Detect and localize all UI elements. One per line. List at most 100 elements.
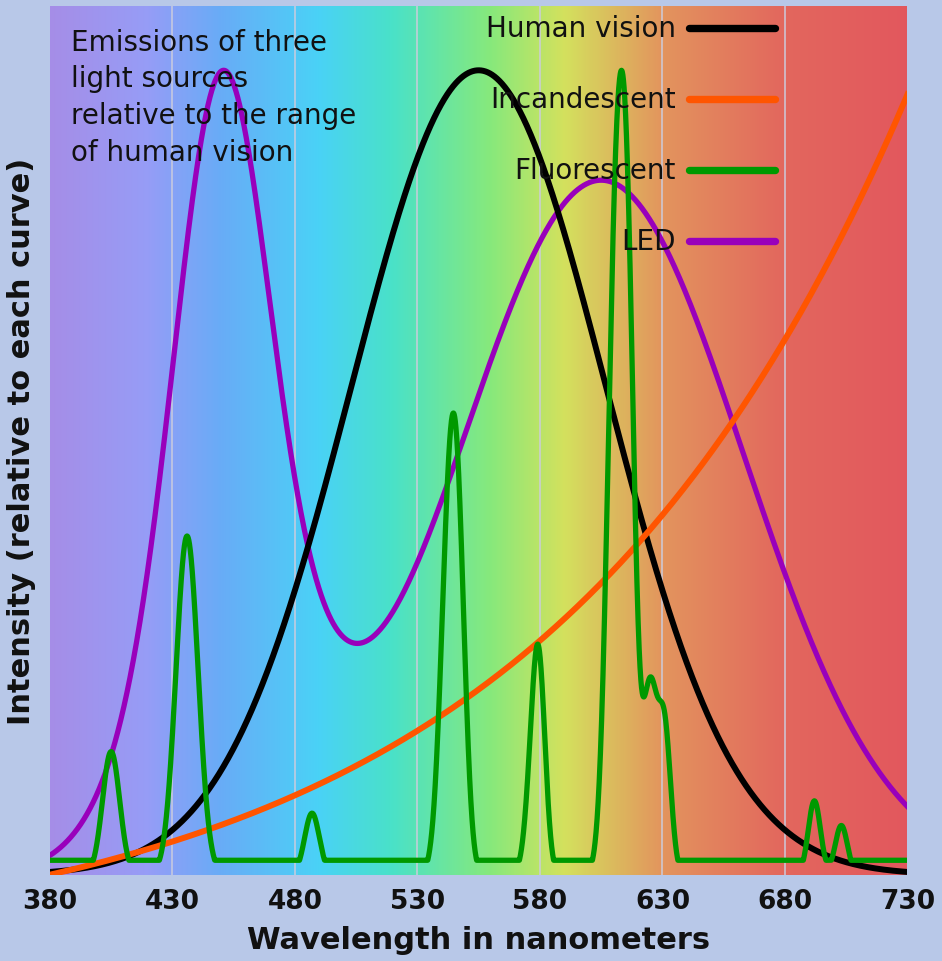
Bar <box>168 7 169 875</box>
Bar <box>687 7 689 875</box>
Bar <box>51 7 53 875</box>
Bar <box>399 7 400 875</box>
Bar <box>454 7 455 875</box>
Bar <box>494 7 495 875</box>
Bar <box>436 7 437 875</box>
Bar <box>736 7 738 875</box>
Bar <box>579 7 580 875</box>
Bar <box>166 7 168 875</box>
Bar <box>469 7 470 875</box>
Bar <box>409 7 410 875</box>
Bar <box>209 7 210 875</box>
Bar <box>752 7 753 875</box>
Bar <box>54 7 55 875</box>
Bar <box>376 7 377 875</box>
Bar <box>839 7 840 875</box>
Bar <box>412 7 413 875</box>
Bar <box>902 7 903 875</box>
Bar <box>793 7 795 875</box>
Bar <box>233 7 234 875</box>
Bar <box>625 7 627 875</box>
Bar <box>809 7 811 875</box>
Bar <box>189 7 190 875</box>
Bar <box>828 7 829 875</box>
Bar <box>382 7 383 875</box>
Bar <box>104 7 105 875</box>
Bar <box>90 7 91 875</box>
Bar <box>213 7 214 875</box>
Bar <box>646 7 648 875</box>
Bar <box>357 7 359 875</box>
Bar <box>193 7 194 875</box>
Bar <box>187 7 188 875</box>
Bar <box>676 7 677 875</box>
Bar <box>165 7 166 875</box>
Bar <box>432 7 433 875</box>
Bar <box>862 7 864 875</box>
Bar <box>107 7 108 875</box>
Bar <box>547 7 548 875</box>
Bar <box>53 7 54 875</box>
Bar <box>820 7 821 875</box>
Bar <box>891 7 893 875</box>
Bar <box>121 7 122 875</box>
Bar <box>763 7 764 875</box>
Bar <box>865 7 866 875</box>
Bar <box>813 7 815 875</box>
Bar <box>540 7 541 875</box>
Bar <box>62 7 63 875</box>
Text: Incandescent: Incandescent <box>490 86 676 113</box>
Bar <box>461 7 462 875</box>
Bar <box>415 7 416 875</box>
Bar <box>535 7 536 875</box>
Bar <box>580 7 581 875</box>
Bar <box>720 7 722 875</box>
Bar <box>339 7 340 875</box>
Bar <box>585 7 587 875</box>
Bar <box>434 7 436 875</box>
Bar <box>55 7 56 875</box>
Bar <box>71 7 72 875</box>
Bar <box>447 7 448 875</box>
Bar <box>227 7 229 875</box>
Bar <box>655 7 657 875</box>
Bar <box>282 7 283 875</box>
Bar <box>421 7 422 875</box>
Bar <box>136 7 137 875</box>
Bar <box>388 7 389 875</box>
Bar <box>155 7 156 875</box>
Bar <box>503 7 504 875</box>
Bar <box>153 7 154 875</box>
Bar <box>823 7 824 875</box>
Bar <box>310 7 311 875</box>
Bar <box>732 7 734 875</box>
Bar <box>241 7 242 875</box>
Bar <box>803 7 804 875</box>
Bar <box>137 7 138 875</box>
Bar <box>347 7 348 875</box>
Bar <box>492 7 494 875</box>
Bar <box>348 7 349 875</box>
Bar <box>200 7 201 875</box>
Bar <box>816 7 817 875</box>
Bar <box>685 7 686 875</box>
Bar <box>173 7 175 875</box>
Bar <box>302 7 303 875</box>
Bar <box>670 7 671 875</box>
Bar <box>120 7 121 875</box>
Bar <box>895 7 897 875</box>
Bar <box>160 7 161 875</box>
Bar <box>548 7 550 875</box>
Bar <box>446 7 447 875</box>
Bar <box>511 7 512 875</box>
Bar <box>367 7 368 875</box>
Bar <box>475 7 477 875</box>
Bar <box>774 7 775 875</box>
Bar <box>725 7 726 875</box>
Bar <box>441 7 442 875</box>
Bar <box>593 7 595 875</box>
Bar <box>280 7 282 875</box>
Bar <box>84 7 86 875</box>
Bar <box>429 7 430 875</box>
Bar <box>329 7 331 875</box>
